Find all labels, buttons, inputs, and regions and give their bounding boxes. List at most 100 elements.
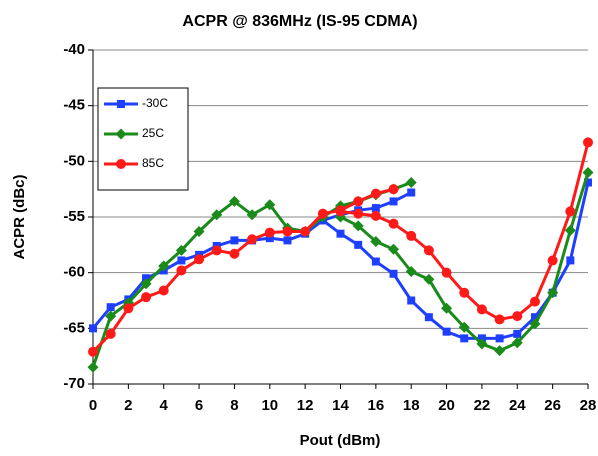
y-axis-label: ACPR (dBc) <box>11 174 28 259</box>
marker <box>264 227 275 238</box>
marker <box>123 303 134 314</box>
marker <box>117 100 125 108</box>
marker <box>246 209 258 221</box>
marker <box>282 226 293 237</box>
marker <box>175 244 187 256</box>
marker <box>336 229 345 238</box>
marker <box>211 245 222 256</box>
marker <box>547 287 559 299</box>
marker <box>141 292 152 303</box>
x-tick-label: 26 <box>544 397 561 414</box>
x-tick-label: 28 <box>580 397 597 414</box>
x-tick-label: 12 <box>297 397 314 414</box>
legend-label: 85C <box>142 156 164 170</box>
marker <box>513 329 522 338</box>
marker <box>423 273 435 285</box>
marker <box>530 313 539 322</box>
marker <box>142 274 151 283</box>
marker <box>476 338 488 350</box>
marker <box>370 235 382 247</box>
marker <box>494 314 505 325</box>
marker <box>423 245 434 256</box>
marker <box>177 256 186 265</box>
marker <box>424 313 433 322</box>
marker <box>583 137 593 148</box>
marker <box>547 255 558 266</box>
marker <box>529 296 540 307</box>
marker <box>460 334 469 343</box>
marker <box>582 166 594 178</box>
x-tick-label: 14 <box>332 397 349 414</box>
legend-label: -30C <box>142 96 168 110</box>
marker <box>229 248 240 259</box>
marker <box>564 224 576 236</box>
marker <box>406 230 417 241</box>
marker <box>566 256 575 265</box>
marker <box>228 195 240 207</box>
marker <box>388 218 399 229</box>
marker <box>565 206 576 217</box>
x-tick-label: 22 <box>474 397 491 414</box>
y-tick-label: -70 <box>63 375 85 392</box>
x-tick-label: 0 <box>89 397 97 414</box>
x-tick-label: 20 <box>438 397 455 414</box>
marker <box>140 278 152 290</box>
marker <box>370 210 381 221</box>
marker <box>300 226 311 237</box>
chart-title: ACPR @ 836MHz (IS-95 CDMA) <box>182 13 417 30</box>
marker <box>194 254 205 265</box>
marker <box>353 196 364 207</box>
marker <box>388 243 400 255</box>
marker <box>265 234 274 243</box>
x-tick-label: 2 <box>124 397 132 414</box>
marker <box>371 257 380 266</box>
marker <box>512 311 523 322</box>
marker <box>193 225 205 237</box>
marker <box>529 318 541 330</box>
marker <box>211 209 223 221</box>
marker <box>458 321 470 333</box>
marker <box>115 128 127 140</box>
marker <box>407 188 416 197</box>
legend-label: 25C <box>142 126 164 140</box>
marker <box>370 188 381 199</box>
marker <box>247 234 258 245</box>
marker <box>105 310 117 322</box>
marker <box>442 327 451 336</box>
y-tick-label: -40 <box>63 41 85 58</box>
marker <box>388 184 399 195</box>
marker <box>335 206 346 217</box>
x-tick-label: 18 <box>403 397 420 414</box>
marker <box>353 208 364 219</box>
x-tick-label: 16 <box>368 397 385 414</box>
marker <box>106 303 115 312</box>
marker <box>230 236 239 245</box>
marker <box>407 296 416 305</box>
marker <box>495 334 504 343</box>
y-tick-label: -50 <box>63 152 85 169</box>
marker <box>89 324 97 333</box>
marker <box>176 265 187 276</box>
marker <box>441 302 453 314</box>
marker <box>105 328 116 339</box>
marker <box>158 285 169 296</box>
y-tick-label: -55 <box>63 208 85 225</box>
marker <box>283 236 292 245</box>
marker <box>354 240 363 249</box>
x-tick-label: 4 <box>160 397 169 414</box>
marker <box>405 266 417 278</box>
marker <box>371 204 380 213</box>
y-tick-label: -45 <box>63 97 85 114</box>
marker <box>405 176 417 188</box>
marker <box>389 197 398 206</box>
x-tick-label: 24 <box>509 397 526 414</box>
marker <box>511 337 523 349</box>
marker <box>116 159 126 169</box>
marker <box>317 208 328 219</box>
x-tick-label: 6 <box>195 397 203 414</box>
marker <box>88 346 98 357</box>
marker <box>441 267 452 278</box>
y-tick-label: -65 <box>63 319 85 336</box>
y-tick-label: -60 <box>63 264 85 281</box>
